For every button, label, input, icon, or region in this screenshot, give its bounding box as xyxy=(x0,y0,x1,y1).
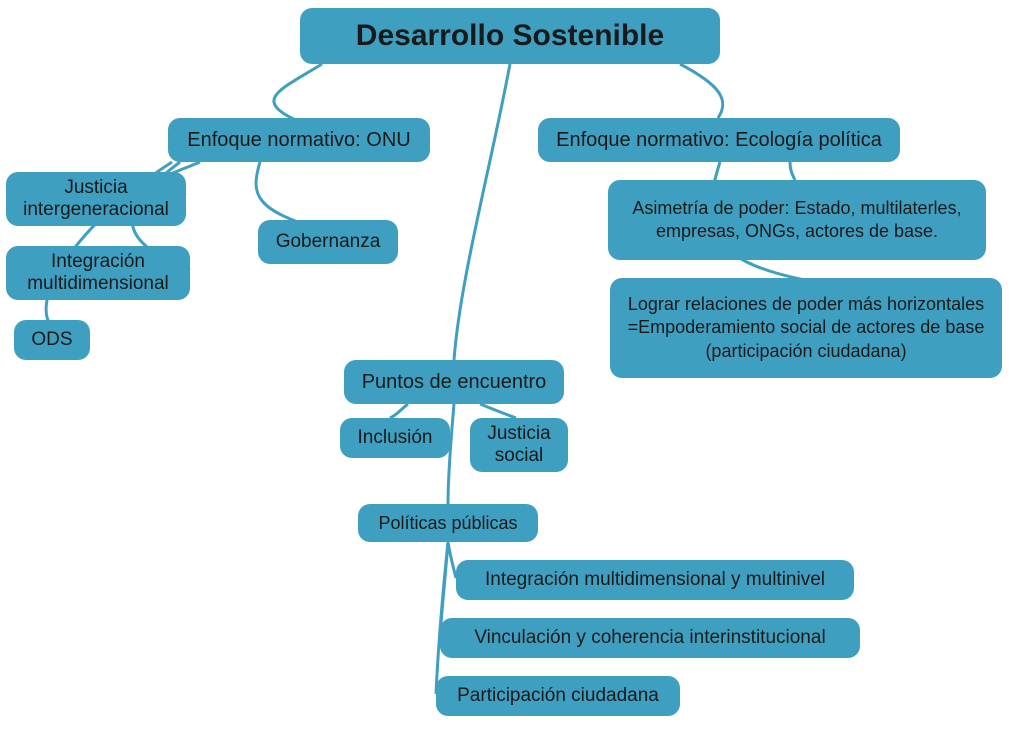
node-integracion-multidimensional: Integración multidimensional xyxy=(6,246,190,300)
node-label: ODS xyxy=(31,329,72,351)
node-label: Desarrollo Sostenible xyxy=(356,19,664,53)
node-politicas-publicas: Políticas públicas xyxy=(358,504,538,542)
node-puntos-encuentro: Puntos de encuentro xyxy=(344,360,564,404)
node-onu: Enfoque normativo: ONU xyxy=(168,118,430,162)
node-horizontales: Lograr relaciones de poder más horizonta… xyxy=(610,278,1002,378)
node-label: Inclusión xyxy=(358,427,433,449)
node-label: Integración multidimensional xyxy=(20,251,176,295)
node-label: Justicia social xyxy=(484,423,554,467)
node-label: Enfoque normativo: ONU xyxy=(187,129,410,152)
node-label: Participación ciudadana xyxy=(457,685,659,707)
node-vinculacion: Vinculación y coherencia interinstitucio… xyxy=(440,618,860,658)
node-justicia-social: Justicia social xyxy=(470,418,568,472)
node-label: Lograr relaciones de poder más horizonta… xyxy=(626,293,986,363)
node-label: Puntos de encuentro xyxy=(362,371,547,394)
node-label: Asimetría de poder: Estado, multilaterle… xyxy=(624,197,970,244)
node-label: Gobernanza xyxy=(276,231,381,253)
node-integracion-multinivel: Integración multidimensional y multinive… xyxy=(456,560,854,600)
node-label: Vinculación y coherencia interinstitucio… xyxy=(474,627,825,649)
node-title: Desarrollo Sostenible xyxy=(300,8,720,64)
node-participacion: Participación ciudadana xyxy=(436,676,680,716)
node-inclusion: Inclusión xyxy=(340,418,450,458)
node-label: Enfoque normativo: Ecología política xyxy=(556,129,882,152)
node-label: Justicia intergeneracional xyxy=(20,177,172,221)
node-label: Políticas públicas xyxy=(378,513,517,534)
node-gobernanza: Gobernanza xyxy=(258,220,398,264)
node-ods: ODS xyxy=(14,320,90,360)
node-justicia-intergeneracional: Justicia intergeneracional xyxy=(6,172,186,226)
node-ecologia: Enfoque normativo: Ecología política xyxy=(538,118,900,162)
node-asimetria: Asimetría de poder: Estado, multilaterle… xyxy=(608,180,986,260)
node-label: Integración multidimensional y multinive… xyxy=(485,569,825,591)
